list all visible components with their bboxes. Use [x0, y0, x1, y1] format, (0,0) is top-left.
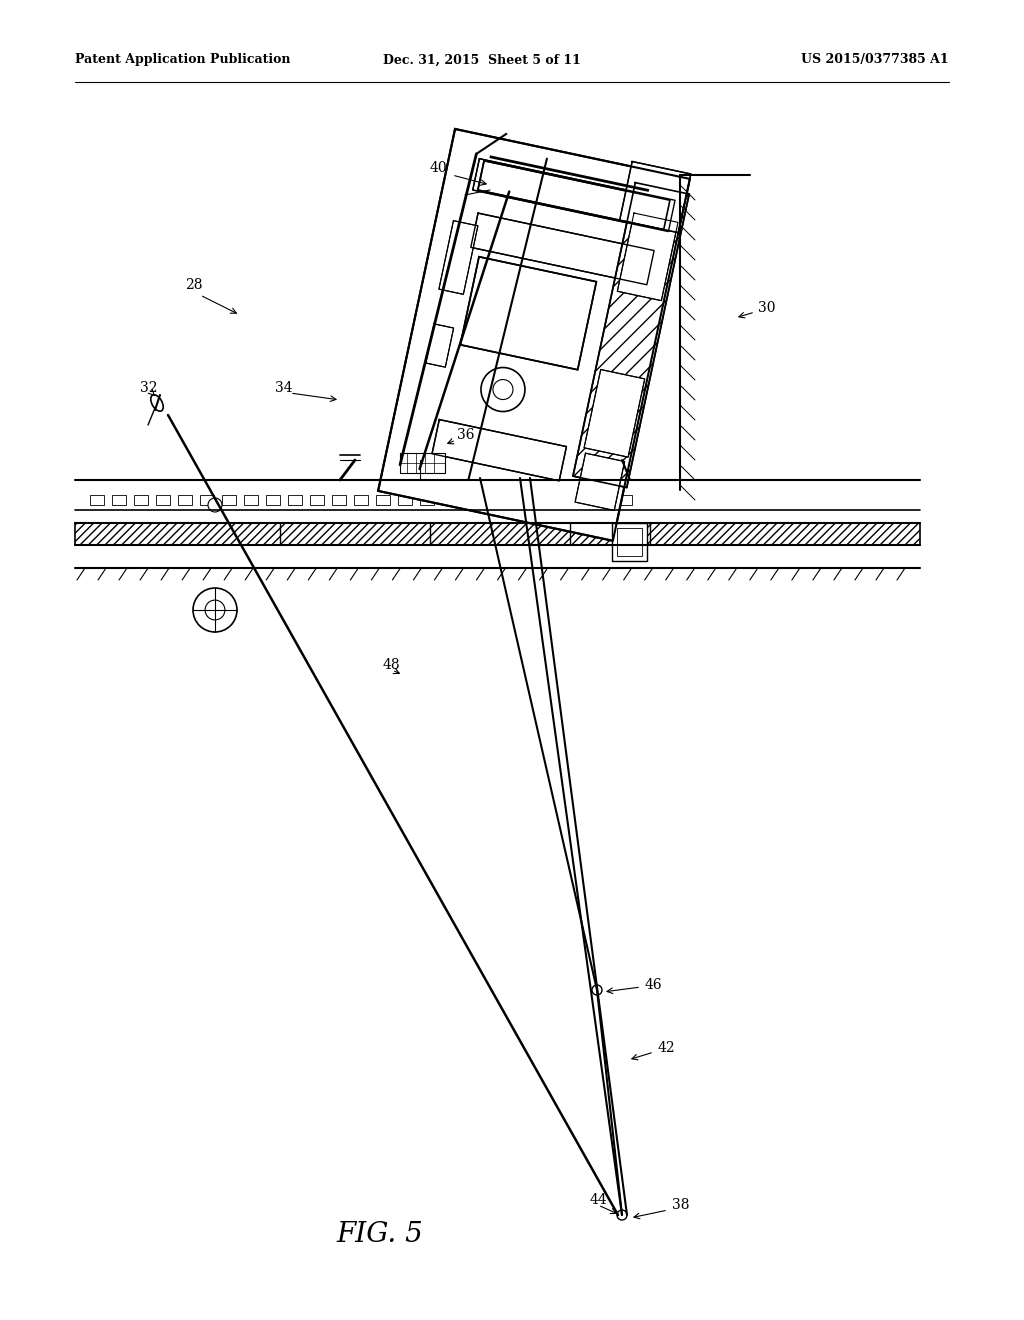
Bar: [618, 495, 632, 506]
Text: 30: 30: [758, 301, 775, 315]
Bar: [75, 523, 920, 545]
Bar: [552, 495, 566, 506]
Circle shape: [193, 587, 237, 632]
Circle shape: [481, 367, 525, 412]
Text: 46: 46: [645, 978, 663, 993]
Bar: [486, 495, 500, 506]
Bar: [376, 495, 390, 506]
Bar: [332, 495, 346, 506]
Text: US 2015/0377385 A1: US 2015/0377385 A1: [802, 54, 949, 66]
Polygon shape: [432, 420, 566, 480]
Polygon shape: [617, 213, 678, 301]
Bar: [530, 495, 544, 506]
Bar: [596, 495, 610, 506]
Polygon shape: [461, 257, 596, 370]
Text: 44: 44: [590, 1193, 608, 1206]
Text: 32: 32: [140, 381, 158, 395]
Text: 42: 42: [658, 1041, 676, 1055]
Ellipse shape: [151, 395, 163, 412]
Text: 48: 48: [383, 657, 400, 672]
Circle shape: [205, 601, 225, 620]
Text: 36: 36: [457, 428, 474, 442]
Polygon shape: [426, 323, 454, 367]
Text: FIG. 5: FIG. 5: [337, 1221, 423, 1249]
Text: Patent Application Publication: Patent Application Publication: [75, 54, 291, 66]
Circle shape: [493, 380, 513, 400]
Bar: [112, 495, 126, 506]
Polygon shape: [584, 370, 645, 457]
Bar: [310, 495, 324, 506]
Bar: [90, 495, 104, 506]
Polygon shape: [471, 213, 654, 285]
Polygon shape: [575, 453, 625, 511]
Text: 40: 40: [430, 161, 447, 176]
Bar: [200, 495, 214, 506]
Polygon shape: [378, 129, 690, 541]
Bar: [508, 495, 522, 506]
Bar: [266, 495, 280, 506]
Circle shape: [617, 1210, 627, 1220]
Bar: [156, 495, 170, 506]
Polygon shape: [573, 182, 689, 487]
Polygon shape: [478, 161, 670, 230]
Bar: [420, 495, 434, 506]
Polygon shape: [439, 220, 478, 294]
Bar: [442, 495, 456, 506]
Bar: [178, 495, 193, 506]
Bar: [134, 495, 148, 506]
Bar: [464, 495, 478, 506]
Bar: [288, 495, 302, 506]
Text: 38: 38: [672, 1199, 689, 1212]
Bar: [617, 528, 642, 556]
Circle shape: [592, 985, 602, 995]
Bar: [612, 523, 647, 561]
Polygon shape: [620, 161, 691, 232]
Circle shape: [208, 498, 222, 512]
Text: 28: 28: [185, 279, 203, 292]
Text: Dec. 31, 2015  Sheet 5 of 11: Dec. 31, 2015 Sheet 5 of 11: [383, 54, 581, 66]
Bar: [244, 495, 258, 506]
Bar: [354, 495, 368, 506]
Bar: [574, 495, 588, 506]
Bar: [398, 495, 412, 506]
Text: 34: 34: [275, 381, 293, 395]
Bar: [222, 495, 236, 506]
Bar: [400, 453, 445, 473]
